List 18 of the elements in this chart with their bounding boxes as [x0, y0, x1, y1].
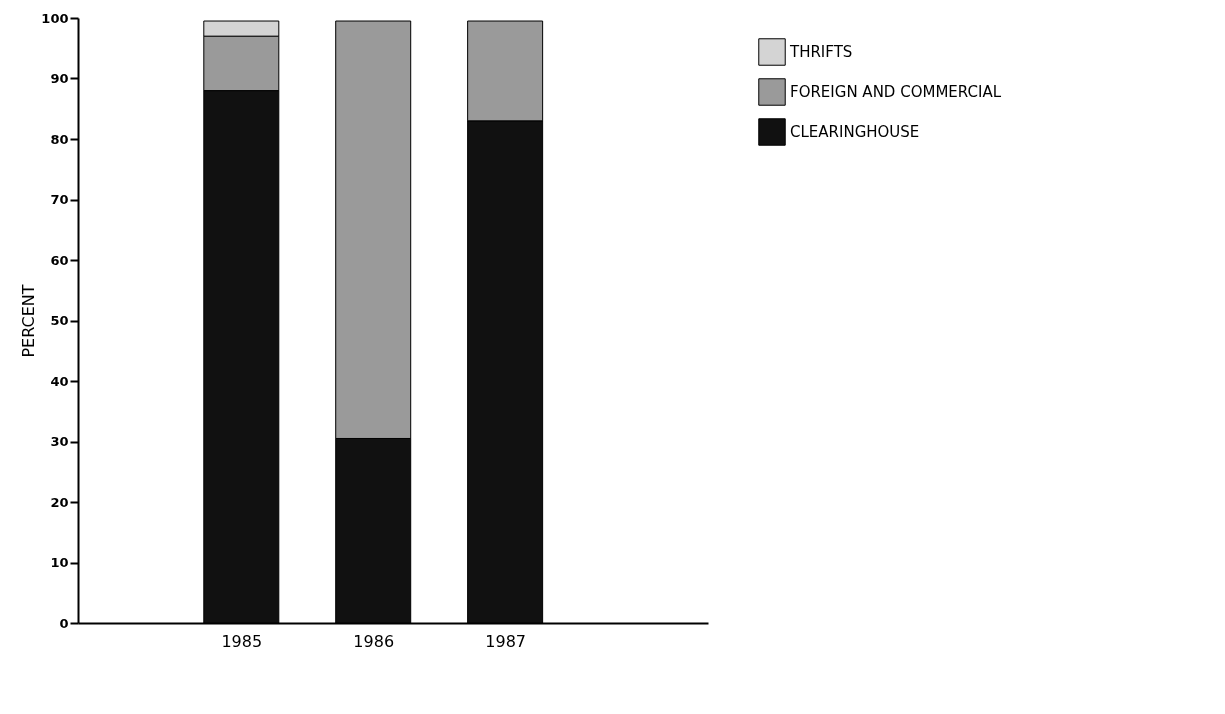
legend-label: THRIFTS	[789, 43, 853, 61]
y-tick-label: 40	[50, 373, 69, 389]
y-tick-label: 90	[50, 71, 69, 86]
y-tick-label: 10	[50, 555, 69, 570]
legend-label: FOREIGN AND COMMERCIAL	[790, 83, 1002, 101]
x-tick-label: 1986	[353, 631, 395, 651]
x-tick-label: 1985	[221, 631, 263, 651]
y-tick-label: 30	[50, 434, 69, 449]
x-tick-label: 1987	[485, 631, 526, 651]
y-tick-label: 70	[50, 192, 69, 207]
y-tick-label: 50	[50, 313, 69, 328]
y-tick-label: 60	[50, 252, 69, 268]
y-tick-label: 20	[50, 494, 69, 510]
legend-label: CLEARINGHOUSE	[790, 123, 920, 141]
y-tick-label: 80	[50, 131, 69, 147]
y-tick-label: 0	[59, 615, 69, 631]
y-axis-title: PERCENT	[19, 284, 39, 358]
y-tick-label: 100	[41, 10, 69, 26]
